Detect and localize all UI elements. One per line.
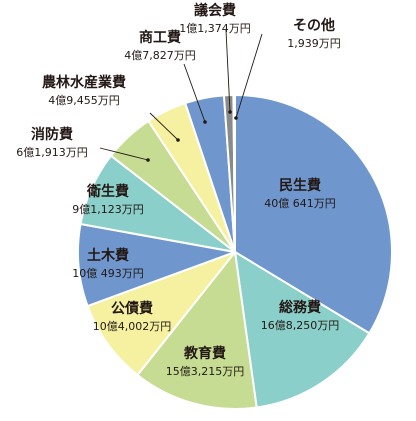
slice-value-5: 9億1,123万円	[72, 203, 144, 216]
slice-value-7: 4億9,455万円	[48, 94, 120, 107]
slice-name-10: その他	[293, 17, 335, 34]
leader-line-10	[235, 33, 263, 119]
slice-name-2: 教育費	[184, 345, 226, 362]
slice-label-2: 教育費 15億3,215万円	[166, 345, 245, 378]
leader-line-8	[183, 63, 206, 123]
slice-value-1: 16億8,250万円	[261, 319, 340, 332]
slice-name-0: 民生費	[279, 177, 321, 194]
slice-label-1: 総務費 16億8,250万円	[261, 299, 340, 332]
slice-label-10: その他 1,939万円	[287, 17, 341, 50]
slice-value-8: 4億7,827万円	[124, 49, 196, 62]
slice-label-4: 土木費 10億 493万円	[72, 247, 144, 280]
slice-label-0: 民生費 40億 641万円	[264, 177, 336, 210]
slice-name-1: 総務費	[279, 299, 321, 316]
leader-dot-9	[228, 110, 232, 114]
slice-label-5: 衛生費 9億1,123万円	[72, 183, 144, 216]
leader-line-9	[225, 29, 231, 113]
slice-name-5: 衛生費	[86, 183, 129, 200]
slice-value-4: 10億 493万円	[72, 267, 144, 280]
slice-name-3: 公債費	[111, 300, 153, 317]
slice-name-9: 議会費	[194, 2, 236, 19]
pie-slice-10	[232, 93, 236, 253]
slice-name-6: 消防費	[31, 126, 73, 143]
pie-slices	[77, 93, 393, 410]
pie-slice-1	[234, 251, 371, 409]
slice-name-8: 商工費	[139, 29, 181, 46]
leader-dot-6	[146, 158, 150, 162]
slice-label-6: 消防費 6億1,913万円	[16, 126, 88, 159]
leader-line-7	[149, 112, 179, 141]
leader-lines	[99, 29, 263, 162]
pie-slice-2	[136, 251, 258, 410]
pie-slice-0	[234, 94, 393, 335]
slice-value-9: 1億1,374万円	[179, 22, 251, 35]
pie-slice-3	[86, 251, 236, 377]
leader-dot-7	[176, 138, 180, 142]
slice-name-7: 農林水産業費	[42, 74, 126, 91]
slice-value-2: 15億3,215万円	[166, 365, 245, 378]
leader-dot-8	[203, 120, 207, 124]
leader-line-6	[99, 147, 149, 161]
slice-label-8: 商工費 4億7,827万円	[124, 29, 196, 62]
slice-value-3: 10億4,002万円	[93, 320, 172, 333]
slice-value-0: 40億 641万円	[264, 197, 336, 210]
slice-label-3: 公債費 10億4,002万円	[93, 300, 172, 333]
slice-label-9: 議会費 1億1,374万円	[179, 2, 251, 35]
slice-name-4: 土木費	[87, 247, 129, 264]
slice-value-6: 6億1,913万円	[16, 146, 88, 159]
leader-dot-10	[234, 116, 238, 120]
slice-label-7: 農林水産業費 4億9,455万円	[42, 74, 126, 107]
slice-value-10: 1,939万円	[287, 37, 341, 50]
